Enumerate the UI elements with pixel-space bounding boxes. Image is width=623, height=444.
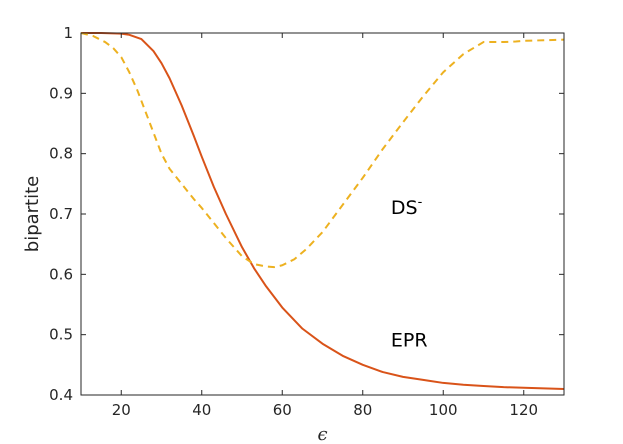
- y-tick-label: 0.6: [49, 265, 73, 283]
- series-line-epr: [81, 32, 565, 390]
- x-tick-label: 20: [112, 401, 131, 419]
- plot-area: [81, 33, 564, 395]
- series-line-ds: [80, 32, 565, 269]
- x-tick-label: 40: [192, 401, 211, 419]
- x-tick-label: 100: [429, 401, 458, 419]
- y-tick-label: 0.5: [49, 326, 73, 344]
- y-tick-label: 0.9: [49, 84, 73, 102]
- y-tick-label: 1: [63, 24, 73, 42]
- x-axis-label: ϵ: [317, 424, 327, 444]
- x-tick-label: 60: [273, 401, 292, 419]
- y-tick-label: 0.8: [49, 145, 73, 163]
- x-tick-label: 80: [353, 401, 372, 419]
- series-layer: [80, 32, 565, 390]
- annotation-layer: DS- EPR: [391, 195, 428, 352]
- annotation-ds-label: DS-: [391, 195, 423, 219]
- ticks-layer: 20 40 60 80 100 120 0.4 0.5 0.6 0.7 0.8 0.9 1: [49, 24, 564, 419]
- x-tick-label: 120: [509, 401, 538, 419]
- y-tick-label: 0.4: [49, 386, 73, 404]
- annotation-epr-label: EPR: [391, 330, 428, 352]
- y-axis-label: bipartite: [22, 176, 43, 252]
- y-tick-label: 0.7: [49, 205, 73, 223]
